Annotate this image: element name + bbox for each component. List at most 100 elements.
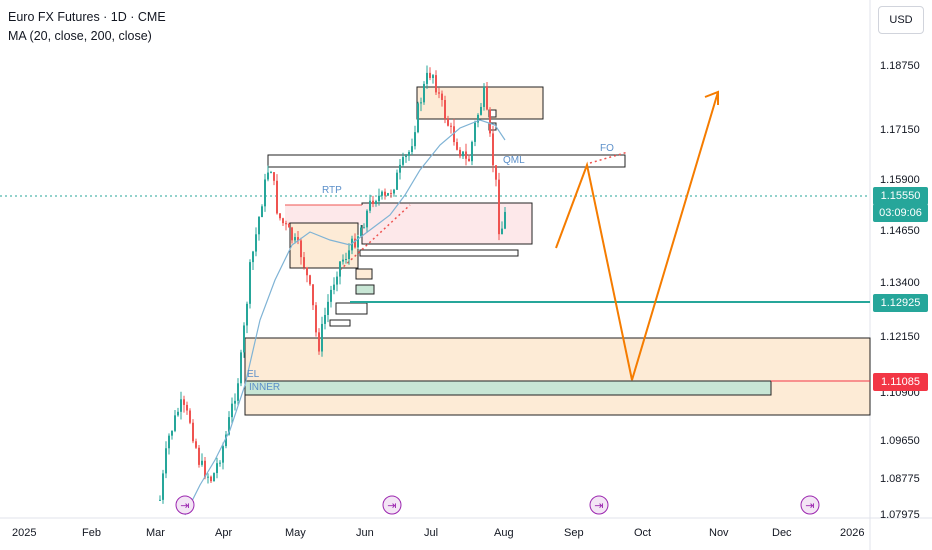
candle-body [348, 250, 350, 260]
candle-body [498, 179, 500, 235]
candle-body [279, 213, 281, 219]
candle-body [198, 447, 200, 465]
candle-body [420, 102, 422, 104]
candle-body [213, 473, 215, 482]
candle-body [477, 114, 479, 123]
candle-body [195, 441, 197, 448]
candle-body [453, 126, 455, 143]
candle-body [162, 473, 164, 500]
trend-line [339, 204, 411, 271]
candle-body [501, 228, 503, 235]
candle-body [369, 200, 371, 211]
candle-body [183, 399, 185, 405]
candle-body [264, 179, 266, 207]
indicator-legend[interactable]: MA (20, close, 200, close) [8, 29, 152, 43]
event-icon-4[interactable]: ⇥ [800, 495, 820, 515]
candle-body [354, 238, 356, 248]
y-tick-label: 1.09650 [880, 435, 920, 447]
x-tick-label: Sep [564, 527, 584, 539]
inner-label: INNER [249, 382, 281, 393]
candle-body [480, 106, 482, 115]
candle-body [186, 404, 188, 411]
candle-body [201, 460, 203, 465]
demand-zone[interactable] [244, 337, 871, 416]
candle-body [390, 193, 392, 195]
x-tick-label: 2025 [12, 527, 37, 539]
candle-body [468, 158, 470, 162]
candle-body [315, 305, 317, 333]
candle-body [438, 92, 440, 94]
candle-body [471, 141, 473, 162]
fo-line [589, 151, 629, 164]
candle-body [237, 383, 239, 401]
candle-body [495, 165, 497, 180]
candle-body [399, 164, 401, 173]
event-icon-2[interactable]: ⇥ [382, 495, 402, 515]
candle-body [261, 206, 263, 218]
el-label: EL [247, 369, 260, 380]
candle-body [243, 325, 245, 353]
candle-body [366, 210, 368, 228]
candle-body [204, 460, 206, 478]
y-tick-label: 1.12150 [880, 331, 920, 343]
event-icon-3[interactable]: ⇥ [589, 495, 609, 515]
candle-body [459, 149, 461, 157]
candle-body [267, 172, 269, 180]
currency-button[interactable]: USD [878, 6, 924, 34]
small-zone-6 [329, 319, 351, 327]
small-zone-4 [355, 284, 375, 295]
rtp-zone-left [285, 205, 363, 225]
event-icon-1[interactable]: ⇥ [175, 495, 195, 515]
candle-body [462, 151, 464, 157]
candle-body [228, 417, 230, 435]
candle-body [327, 301, 329, 315]
candle-body [357, 236, 359, 248]
candle-body [258, 217, 260, 235]
candle-body [303, 257, 305, 268]
candle-body [309, 275, 311, 285]
candle-body [402, 157, 404, 165]
candle-body [396, 172, 398, 190]
candle-body [288, 224, 290, 228]
svg-text:⇥: ⇥ [387, 499, 396, 512]
candle-body [393, 189, 395, 194]
x-tick-label: Apr [215, 527, 233, 539]
rtp-zone-right[interactable] [361, 202, 533, 245]
x-tick-label: Aug [494, 527, 514, 539]
candle-body [180, 399, 182, 412]
candle-body [486, 87, 488, 110]
projection-arrowhead [704, 90, 719, 105]
svg-text:⇥: ⇥ [180, 499, 189, 512]
candle-body [381, 191, 383, 196]
x-tick-label: Nov [709, 527, 729, 539]
inner-zone[interactable] [244, 380, 772, 396]
y-tick-label: 1.18750 [880, 60, 920, 72]
candle-body [342, 259, 344, 262]
candle-body [294, 237, 296, 241]
candle-body [345, 259, 347, 261]
candle-body [270, 172, 272, 174]
candle-body [165, 448, 167, 474]
candle-body [324, 314, 326, 324]
candle-body [207, 476, 209, 478]
candle-body [372, 200, 374, 205]
candle-body [321, 323, 323, 352]
candle-body [387, 193, 389, 196]
candle-body [318, 332, 320, 352]
candle-body [408, 151, 410, 156]
candle-body [375, 201, 377, 205]
candle-body [414, 132, 416, 147]
candle-body [351, 238, 353, 251]
x-tick-label: Jun [356, 527, 374, 539]
candle-body [492, 133, 494, 166]
candle-body [168, 435, 170, 449]
rtp-label: RTP [322, 185, 342, 196]
candle-body [252, 251, 254, 263]
candle-body [450, 125, 452, 127]
svg-text:⇥: ⇥ [594, 499, 603, 512]
x-tick-label: May [285, 527, 306, 539]
candle-body [249, 262, 251, 304]
candle-body [417, 103, 419, 133]
qml-zone[interactable] [267, 154, 626, 168]
